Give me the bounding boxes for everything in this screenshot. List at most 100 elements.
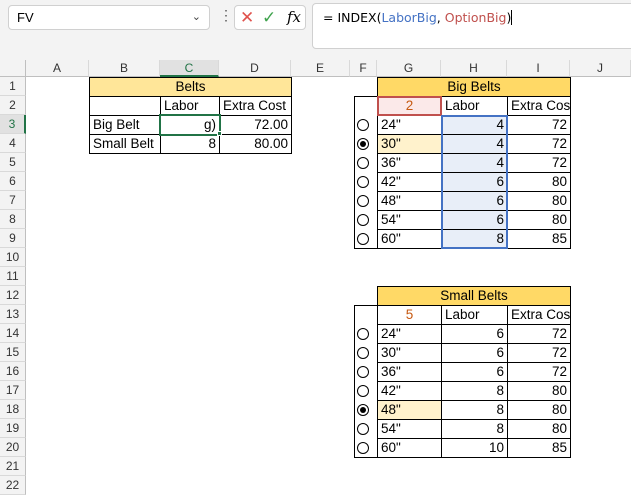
- belts-title[interactable]: Belts: [89, 77, 292, 97]
- size-cell[interactable]: 36": [377, 153, 442, 173]
- belts-header[interactable]: Labor: [160, 96, 220, 116]
- labor-cell[interactable]: 4: [441, 153, 508, 173]
- chevron-down-icon[interactable]: ⌄: [191, 11, 201, 23]
- row-header-3[interactable]: 3: [0, 115, 26, 134]
- extra-cost-cell[interactable]: 72: [507, 134, 571, 154]
- radio-option[interactable]: [357, 385, 369, 397]
- labor-cell[interactable]: 8: [441, 400, 508, 420]
- radio-option[interactable]: [357, 347, 369, 359]
- size-cell[interactable]: 42": [377, 172, 442, 192]
- extra-cost-cell[interactable]: 72: [507, 153, 571, 173]
- extra-cost-cell[interactable]: 72: [507, 324, 571, 344]
- belts-header[interactable]: [89, 96, 161, 116]
- size-cell[interactable]: 48": [377, 400, 442, 420]
- row-header-2[interactable]: 2: [0, 96, 26, 115]
- check-icon[interactable]: ✓: [262, 8, 277, 27]
- small-belts-title[interactable]: Small Belts: [377, 286, 571, 306]
- extra-cost-cell[interactable]: 72: [507, 115, 571, 135]
- row-header-21[interactable]: 21: [0, 457, 26, 476]
- column-header-J[interactable]: J: [570, 60, 631, 77]
- labor-cell[interactable]: 6: [441, 343, 508, 363]
- radio-option[interactable]: [357, 195, 369, 207]
- row-header-6[interactable]: 6: [0, 172, 26, 191]
- column-header-B[interactable]: B: [89, 60, 160, 77]
- size-cell[interactable]: 42": [377, 381, 442, 401]
- radio-option[interactable]: [357, 366, 369, 378]
- radio-option[interactable]: [357, 214, 369, 226]
- column-header-D[interactable]: D: [219, 60, 291, 77]
- column-label[interactable]: Labor: [441, 96, 508, 116]
- column-header-G[interactable]: G: [377, 60, 441, 77]
- row-header-13[interactable]: 13: [0, 305, 26, 324]
- value-cell[interactable]: g): [160, 115, 220, 135]
- option-value-cell[interactable]: 2: [377, 96, 442, 116]
- extra-cost-cell[interactable]: 80: [507, 191, 571, 211]
- row-header-7[interactable]: 7: [0, 191, 26, 210]
- extra-cost-cell[interactable]: 80: [507, 400, 571, 420]
- extra-cost-cell[interactable]: 72: [507, 362, 571, 382]
- extra-cost-cell[interactable]: 80: [507, 210, 571, 230]
- column-header-A[interactable]: A: [26, 60, 89, 77]
- size-cell[interactable]: 54": [377, 419, 442, 439]
- row-header-18[interactable]: 18: [0, 400, 26, 419]
- value-cell[interactable]: 80.00: [219, 134, 292, 154]
- formula-input[interactable]: = INDEX(LaborBig, OptionBig): [312, 3, 631, 49]
- column-header-E[interactable]: E: [291, 60, 350, 77]
- row-header-19[interactable]: 19: [0, 419, 26, 438]
- extra-cost-cell[interactable]: 72: [507, 343, 571, 363]
- belts-header[interactable]: Extra Cost: [219, 96, 292, 116]
- row-header-5[interactable]: 5: [0, 153, 26, 172]
- row-header-8[interactable]: 8: [0, 210, 26, 229]
- labor-cell[interactable]: 6: [441, 172, 508, 192]
- radio-option[interactable]: [357, 404, 369, 416]
- row-header-10[interactable]: 10: [0, 248, 26, 267]
- row-header-1[interactable]: 1: [0, 77, 26, 96]
- size-cell[interactable]: 60": [377, 438, 442, 458]
- row-header-16[interactable]: 16: [0, 362, 26, 381]
- row-header-4[interactable]: 4: [0, 134, 26, 153]
- row-header-17[interactable]: 17: [0, 381, 26, 400]
- radio-option[interactable]: [357, 157, 369, 169]
- row-header-14[interactable]: 14: [0, 324, 26, 343]
- value-cell[interactable]: 8: [160, 134, 220, 154]
- extra-cost-cell[interactable]: 80: [507, 419, 571, 439]
- labor-cell[interactable]: 8: [441, 419, 508, 439]
- size-cell[interactable]: 36": [377, 362, 442, 382]
- row-header-12[interactable]: 12: [0, 286, 26, 305]
- column-label[interactable]: Labor: [441, 305, 508, 325]
- labor-cell[interactable]: 6: [441, 210, 508, 230]
- size-cell[interactable]: 48": [377, 191, 442, 211]
- size-cell[interactable]: 54": [377, 210, 442, 230]
- labor-cell[interactable]: 4: [441, 134, 508, 154]
- labor-cell[interactable]: 6: [441, 191, 508, 211]
- labor-cell[interactable]: 6: [441, 324, 508, 344]
- column-header-H[interactable]: H: [441, 60, 507, 77]
- big-belts-title[interactable]: Big Belts: [377, 77, 571, 97]
- size-cell[interactable]: 24": [377, 115, 442, 135]
- radio-option[interactable]: [357, 119, 369, 131]
- labor-cell[interactable]: 6: [441, 362, 508, 382]
- size-cell[interactable]: 30": [377, 343, 442, 363]
- more-options-icon[interactable]: ⋮: [219, 7, 233, 23]
- row-header-11[interactable]: 11: [0, 267, 26, 286]
- extra-cost-cell[interactable]: 85: [507, 438, 571, 458]
- radio-option[interactable]: [357, 138, 369, 150]
- row-label[interactable]: Small Belt: [89, 134, 161, 154]
- fx-icon[interactable]: fx: [287, 8, 302, 26]
- row-label[interactable]: Big Belt: [89, 115, 161, 135]
- column-label[interactable]: Extra Cost: [507, 305, 571, 325]
- column-header-C[interactable]: C: [160, 60, 219, 77]
- extra-cost-cell[interactable]: 80: [507, 172, 571, 192]
- extra-cost-cell[interactable]: 85: [507, 229, 571, 249]
- size-cell[interactable]: 30": [377, 134, 442, 154]
- select-all-corner[interactable]: [0, 60, 26, 77]
- labor-cell[interactable]: 10: [441, 438, 508, 458]
- radio-option[interactable]: [357, 423, 369, 435]
- x-icon[interactable]: ✕: [240, 8, 255, 27]
- extra-cost-cell[interactable]: 80: [507, 381, 571, 401]
- option-value-cell[interactable]: 5: [377, 305, 442, 325]
- radio-option[interactable]: [357, 233, 369, 245]
- size-cell[interactable]: 24": [377, 324, 442, 344]
- row-header-22[interactable]: 22: [0, 476, 26, 495]
- radio-option[interactable]: [357, 176, 369, 188]
